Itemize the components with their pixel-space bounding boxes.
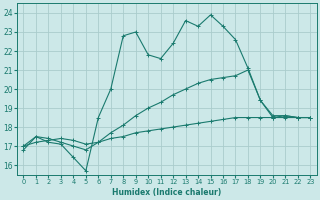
X-axis label: Humidex (Indice chaleur): Humidex (Indice chaleur) bbox=[112, 188, 221, 197]
